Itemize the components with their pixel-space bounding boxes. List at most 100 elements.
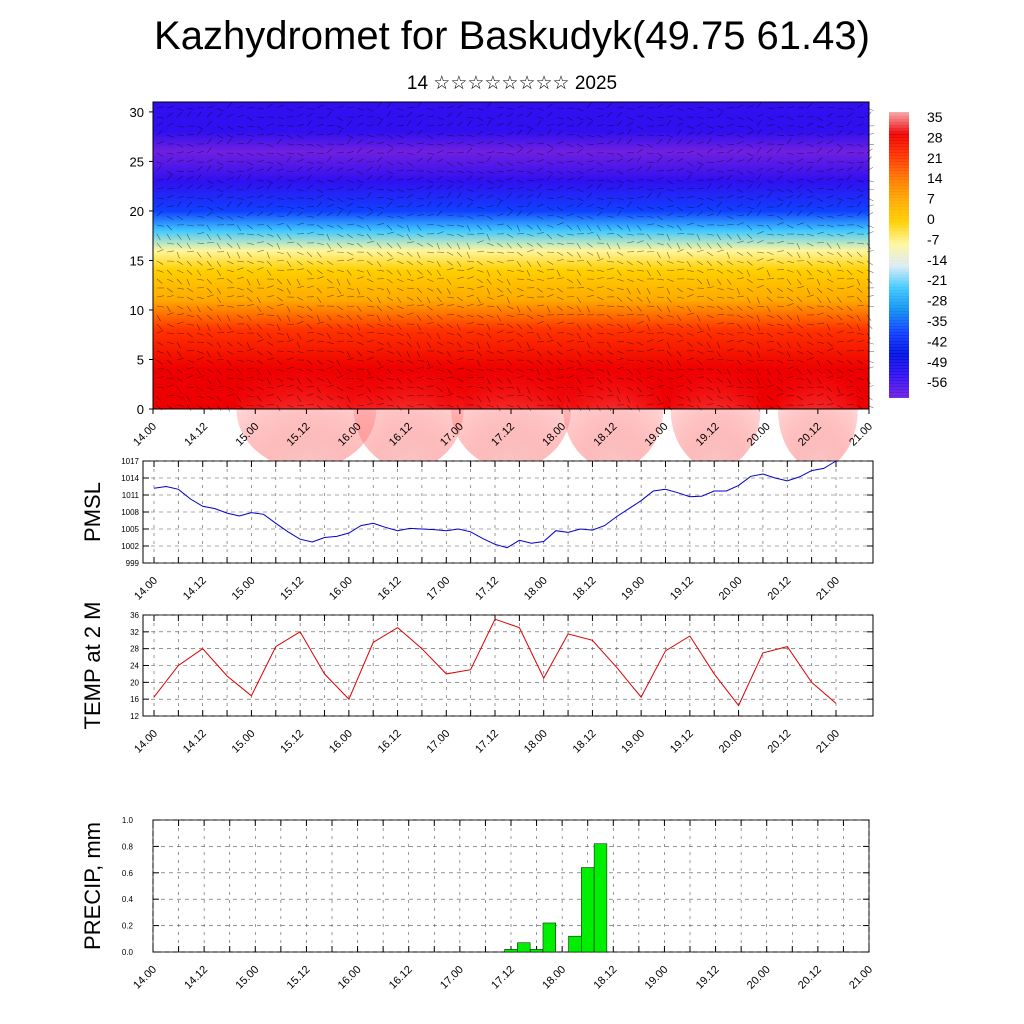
wind-barb [446,260,453,266]
wind-barb [596,305,604,307]
wind-barb [726,260,734,266]
wind-barb [166,205,174,208]
wind-barb [356,170,364,175]
wind-barb [176,151,184,154]
wind-barb [866,323,873,329]
wind-barb [646,215,654,219]
wind-barb [816,177,824,181]
wind-barb [796,286,804,289]
temp-x-tick-label: 20.12 [765,728,793,756]
wind-barb [356,147,362,154]
wind-barb [796,184,803,190]
wind-barb [176,313,184,316]
wind-barb [426,359,431,367]
wind-barb [566,160,574,163]
wind-barb [866,212,874,217]
wind-barb [646,348,654,352]
wind-barb [846,184,853,190]
wind-barb [596,183,602,190]
wind-barb [846,112,854,118]
wind-barb [686,332,694,336]
wind-barb [636,404,640,412]
wind-barb [596,161,604,166]
wind-barb [556,350,564,355]
wind-barb [236,125,244,129]
wind-barb [456,341,462,348]
wind-barb [476,141,484,145]
wind-barb [466,170,474,174]
wind-barb [556,305,563,311]
wind-barb [626,296,633,302]
wind-barb [376,359,382,366]
wind-barb [706,148,713,154]
wind-barb [206,165,212,172]
wind-barb [816,359,821,367]
wind-barb [246,161,254,166]
wind-barb [586,242,593,248]
wind-barb [306,166,313,172]
wind-barb [496,395,504,400]
wind-barb [496,251,504,254]
wind-barb [196,232,204,235]
wind-barb [206,233,212,241]
wind-barb [586,231,594,235]
wind-barb [706,197,714,201]
wind-barb [396,224,404,229]
wind-barb [816,187,824,190]
wind-barb [496,197,504,202]
wind-barb [596,395,604,400]
wind-barb [416,359,424,362]
wind-barb [166,250,174,253]
wind-barb [746,260,753,266]
wind-barb [766,192,772,199]
wind-barb [196,206,204,208]
wind-barb [666,278,674,282]
wind-barb [506,233,514,238]
wind-barb [496,330,504,334]
wind-barb [766,269,771,277]
wind-barb [226,201,232,208]
wind-barb [806,233,814,237]
wind-barb [406,152,414,155]
wind-barb [296,188,304,192]
wind-barb [546,129,552,136]
wind-barb [376,323,384,327]
wind-barb [266,332,272,339]
wind-barb [206,323,210,331]
wind-barb [326,166,333,172]
wind-barb [616,206,624,209]
wind-barb [756,404,761,412]
wind-barb [706,386,714,391]
pmsl-x-tick-label: 20.12 [765,575,793,603]
wind-barb [526,296,534,299]
wind-barb [266,341,274,346]
wind-barb [486,133,494,136]
temp-x-tick-label: 16.12 [376,728,404,756]
wind-barb [786,359,794,362]
wind-barb [296,222,304,226]
wind-barb [606,152,614,155]
wind-barb [726,278,732,285]
wind-barb [716,386,721,394]
wind-barb [776,233,784,236]
wind-barb [496,122,504,127]
wind-barb [376,196,384,199]
wind-barb [186,386,195,388]
wind-barb [536,232,544,235]
wind-barb [306,197,314,200]
wind-barb [446,341,454,345]
wind-barb [296,176,304,181]
wind-barb [846,314,854,319]
wind-barb [586,102,592,109]
wind-barb [506,161,514,166]
wind-barb [196,174,202,181]
wind-barb [186,196,194,199]
wind-barb [726,143,734,146]
wind-barb [826,112,833,118]
wind-barb [556,185,564,190]
wind-barb [736,314,744,319]
wind-barb [676,187,684,190]
wind-barb [316,386,321,394]
wind-barb [196,106,204,109]
